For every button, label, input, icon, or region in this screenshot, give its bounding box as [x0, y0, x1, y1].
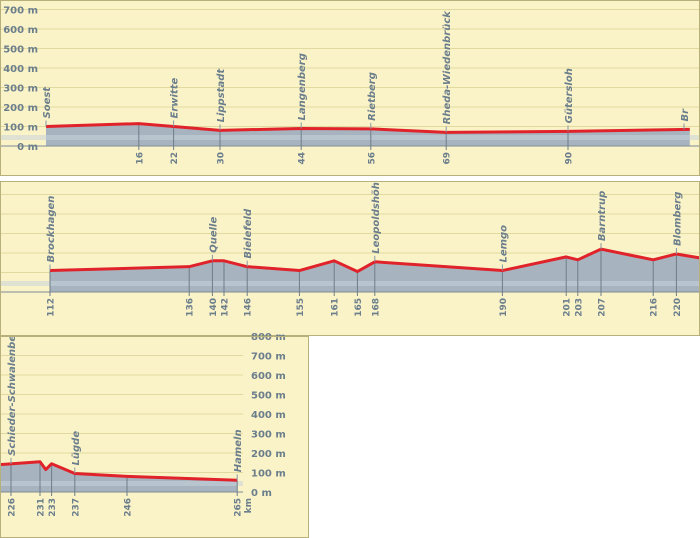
place-label-6: Gütersloh — [564, 68, 575, 123]
y-axis-label: 0 m — [251, 488, 272, 499]
y-axis-label: 500 m — [251, 391, 286, 402]
elevation-band — [0, 281, 700, 286]
km-tick-label: 201 — [563, 298, 573, 317]
x-unit-label: km — [244, 498, 254, 513]
profile-panel-middle: Brockhagen Quelle Bielefeld Leopoldshöhe Lem… — [0, 175, 700, 336]
elevation-band — [0, 135, 700, 140]
elevation-area — [46, 123, 690, 146]
place-label-1: Lügde — [71, 431, 82, 466]
km-tick-label: 168 — [371, 298, 381, 317]
km-tick-label: 140 — [209, 298, 219, 317]
km-tick-label: 203 — [574, 298, 584, 317]
y-axis-label: 0 m — [17, 142, 38, 153]
y-axis-label: 200 m — [3, 103, 38, 114]
place-label-3: Langenberg — [297, 53, 308, 120]
y-axis-label: 400 m — [3, 64, 38, 75]
km-tick-label: 220 — [673, 298, 683, 317]
place-label-3: Leopoldshöhe — [371, 175, 382, 254]
km-tick-label: 155 — [296, 298, 306, 317]
km-tick-label: 69 — [443, 152, 453, 165]
km-tick-label: 207 — [598, 298, 608, 317]
km-tick-label: 90 — [565, 152, 575, 165]
place-label-5: Rheda-Wiedenbrück — [442, 10, 453, 125]
km-tick-label: 30 — [217, 152, 227, 165]
y-axis-label: 700 m — [251, 352, 286, 363]
km-tick-label: 265 — [234, 498, 244, 517]
place-label-7: Br — [680, 108, 691, 122]
y-axis-label: 600 m — [3, 25, 38, 36]
km-tick-label: 161 — [331, 298, 341, 317]
profile-panel-top: Soest Erwitte Lippstadt Langenberg Rietberg R… — [0, 0, 700, 176]
km-tick-label: 136 — [186, 298, 196, 317]
y-axis-label: 100 m — [251, 469, 286, 480]
place-label-2: Lippstadt — [216, 68, 227, 123]
y-axis-label: 400 m — [251, 410, 286, 421]
place-label-0: Brockhagen — [46, 196, 57, 263]
y-axis-label: 600 m — [251, 371, 286, 382]
place-label-1: Erwitte — [170, 78, 181, 119]
km-tick-label: 226 — [8, 498, 18, 517]
y-axis-label: 300 m — [3, 84, 38, 95]
km-tick-label: 190 — [499, 298, 509, 317]
km-tick-label: 142 — [221, 298, 231, 317]
y-axis-label: 100 m — [3, 123, 38, 134]
km-tick-label: 237 — [71, 498, 81, 517]
place-label-0: Schieder-Schwalenberg — [7, 323, 18, 456]
y-axis-label: 200 m — [251, 449, 286, 460]
km-tick-label: 22 — [170, 152, 180, 165]
profile-content: Brockhagen Quelle Bielefeld Leopoldshöhe Lem… — [0, 175, 700, 317]
place-label-1: Quelle — [208, 217, 219, 253]
elevation-profile-line — [0, 460, 238, 482]
km-tick-label: 44 — [298, 152, 308, 165]
elevation-profile-line — [49, 247, 700, 274]
place-label-4: Lemgo — [498, 225, 509, 263]
km-tick-label: 56 — [367, 152, 377, 165]
y-axis-label: 500 m — [3, 45, 38, 56]
y-axis-label: 300 m — [251, 430, 286, 441]
elevation-band — [0, 481, 243, 486]
place-label-0: Soest — [42, 86, 53, 119]
place-label-2: Bielefeld — [243, 208, 254, 259]
km-tick-label: 246 — [124, 498, 134, 517]
y-axis-label: 700 m — [3, 6, 38, 17]
km-tick-label: 216 — [650, 298, 660, 317]
panel-background — [0, 336, 309, 538]
km-tick-label: 112 — [47, 298, 57, 317]
profile-content: Soest Erwitte Lippstadt Langenberg Rietberg R… — [0, 10, 700, 165]
place-label-5: Barntrup — [597, 191, 608, 241]
km-tick-label: 165 — [354, 298, 364, 317]
km-tick-label: 231 — [37, 498, 47, 517]
place-label-6: Blomberg — [672, 192, 683, 246]
place-label-4: Rietberg — [367, 72, 378, 121]
km-tick-label: 146 — [244, 298, 254, 317]
y-axis-label: 800 m — [251, 332, 286, 343]
km-tick-label: 233 — [48, 498, 58, 517]
place-label-2: Hameln — [233, 429, 244, 472]
km-tick-label: 16 — [135, 152, 145, 165]
